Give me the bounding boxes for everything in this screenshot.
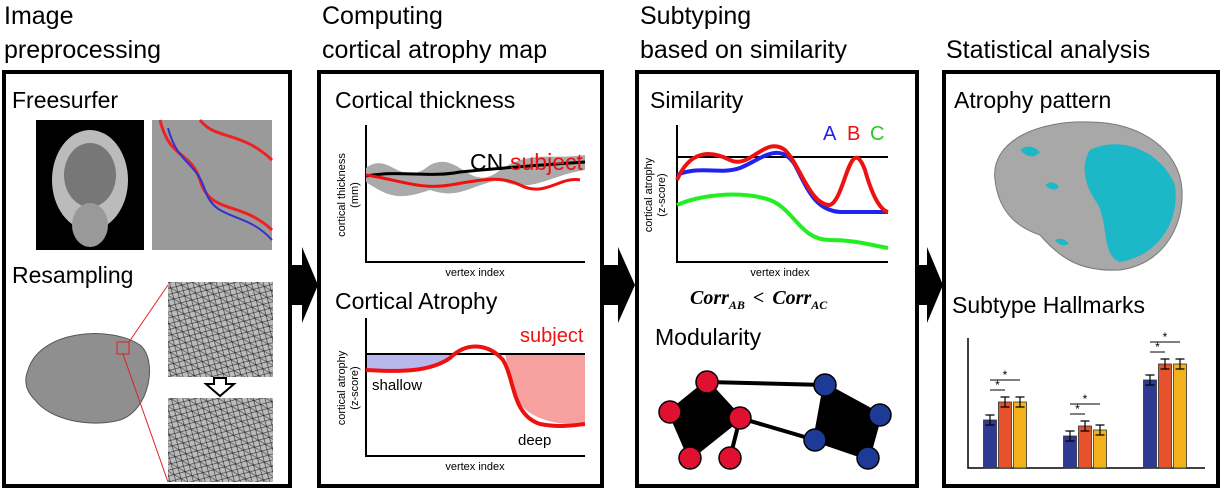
section-title: Modularity — [655, 324, 762, 350]
y-label: cortical thickness — [336, 153, 348, 237]
significance-star: * — [1003, 368, 1008, 382]
col-title: cortical atrophy map — [322, 36, 547, 64]
significance-star: * — [1163, 330, 1168, 344]
formula-part: AC — [810, 298, 828, 312]
mesh — [168, 398, 273, 482]
figure: Image preprocessing Computing cortical a… — [0, 0, 1224, 490]
section-title: Similarity — [650, 87, 744, 113]
section-title: Subtype Hallmarks — [952, 292, 1145, 318]
y-label: cortical atrophy — [643, 157, 655, 232]
y-label: (z-score) — [656, 173, 668, 216]
significance-star: * — [1083, 392, 1088, 406]
col-title: based on similarity — [640, 36, 848, 64]
x-label: vertex index — [445, 461, 505, 473]
formula-part: AB — [728, 298, 745, 312]
bar — [1094, 430, 1107, 468]
col-title: Computing — [322, 2, 443, 30]
annotation: deep — [518, 432, 551, 449]
bar — [1159, 364, 1172, 468]
formula-part: Corr — [690, 287, 729, 309]
y-label: cortical atrophy — [336, 350, 348, 425]
formula: CorrAB<CorrAC — [690, 287, 828, 312]
y-label: (z-score) — [349, 366, 361, 409]
bar — [1014, 402, 1027, 468]
segmentation-image — [152, 120, 272, 250]
legend: A — [823, 123, 837, 145]
formula-part: < — [753, 287, 764, 309]
legend: subject — [510, 149, 583, 175]
network-edges — [670, 382, 880, 458]
section-title: Cortical thickness — [335, 87, 515, 113]
bar-chart: ****** — [968, 330, 1205, 468]
section-title: Atrophy pattern — [954, 87, 1111, 113]
section-title: Resampling — [12, 262, 133, 288]
x-label: vertex index — [750, 267, 810, 279]
legend: C — [870, 123, 884, 145]
brain — [26, 334, 150, 423]
bar — [999, 402, 1012, 468]
bar — [984, 420, 997, 468]
bar — [1174, 364, 1187, 468]
section-title: Cortical Atrophy — [335, 288, 498, 314]
legend: CN — [470, 149, 503, 175]
col-title: Statistical analysis — [946, 36, 1150, 64]
col-title: Subtyping — [640, 2, 751, 30]
col-title: Image — [4, 2, 73, 30]
mesh — [168, 282, 273, 377]
section-title: Freesurfer — [12, 87, 118, 113]
col-title: preprocessing — [4, 36, 161, 64]
annotation: shallow — [372, 377, 422, 394]
legend: B — [847, 123, 860, 145]
bar — [1079, 426, 1092, 468]
formula-part: Corr — [772, 287, 811, 309]
legend: subject — [520, 325, 584, 347]
bar — [1144, 380, 1157, 468]
y-label: (mm) — [349, 182, 361, 208]
x-label: vertex index — [445, 267, 505, 279]
